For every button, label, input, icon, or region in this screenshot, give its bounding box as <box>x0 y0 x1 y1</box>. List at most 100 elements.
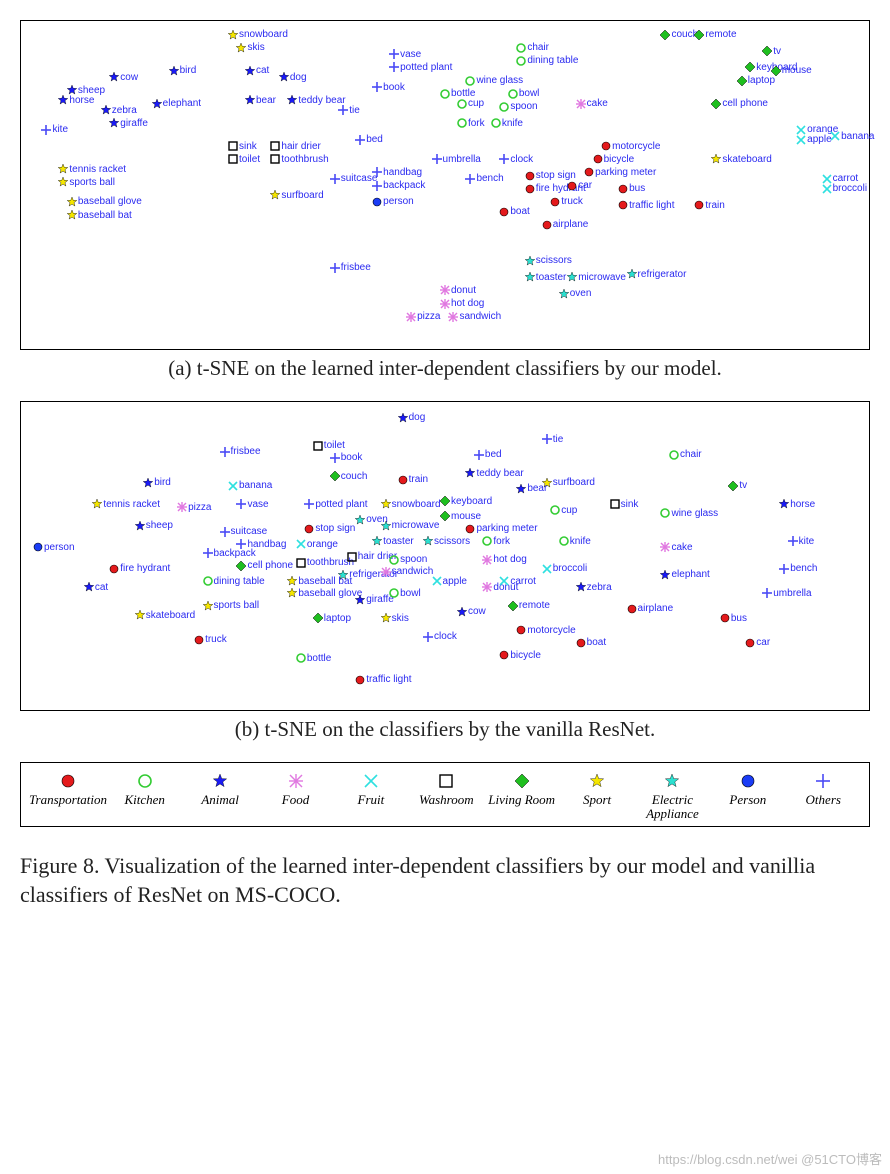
scatter-point: person <box>33 542 75 553</box>
scatter-point: sports ball <box>203 600 260 611</box>
scatter-point: skateboard <box>711 154 771 165</box>
livingroom-marker-icon <box>728 481 738 491</box>
livingroom-marker-icon <box>440 511 450 521</box>
animal-marker-icon <box>135 521 145 531</box>
sport-marker-icon <box>711 154 721 164</box>
scatter-point: vase <box>236 499 268 510</box>
point-label: horse <box>790 499 815 510</box>
transportation-marker-icon <box>109 564 119 574</box>
scatter-point: broccoli <box>822 183 867 194</box>
others-marker-icon <box>389 62 399 72</box>
animal-marker-icon <box>245 66 255 76</box>
scatter-point: sandwich <box>448 311 501 322</box>
fruit-marker-icon <box>228 481 238 491</box>
point-label: baseball glove <box>298 588 362 599</box>
scatter-point: surfboard <box>270 190 323 201</box>
kitchen-marker-icon <box>389 555 399 565</box>
point-label: bear <box>256 95 276 106</box>
scatter-point: mouse <box>771 65 812 76</box>
tsne-panel-a: snowboardskis vase potted plantchairdini… <box>20 20 870 350</box>
kitchen-marker-icon <box>457 118 467 128</box>
scatter-point: banana <box>228 480 272 491</box>
food-marker-icon <box>440 299 450 309</box>
point-label: laptop <box>748 75 775 86</box>
point-label: hair drier <box>281 141 320 152</box>
scatter-point: umbrella <box>762 588 811 599</box>
point-label: snowboard <box>392 499 441 510</box>
point-label: cow <box>468 606 486 617</box>
scatter-point: bear <box>516 483 547 494</box>
point-label: truck <box>561 196 583 207</box>
point-label: dining table <box>527 55 578 66</box>
scatter-point: bus <box>720 613 747 624</box>
scatter-point: suitcase <box>330 173 378 184</box>
food-marker-icon <box>482 582 492 592</box>
kitchen-marker-icon <box>457 99 467 109</box>
legend-label: Person <box>729 793 766 807</box>
others-marker-icon <box>304 499 314 509</box>
subcaption-b: (b) t-SNE on the classifiers by the vani… <box>20 717 870 742</box>
others-marker-icon <box>355 135 365 145</box>
others-marker-icon <box>220 447 230 457</box>
transportation-marker-icon <box>593 154 603 164</box>
point-label: sports ball <box>69 177 115 188</box>
point-label: cell phone <box>722 98 768 109</box>
scatter-point: train <box>694 200 724 211</box>
point-label: bed <box>366 134 383 145</box>
point-label: airplane <box>638 603 674 614</box>
legend-item-washroom: Washroom <box>409 773 484 807</box>
scatter-point: spoon <box>389 554 427 565</box>
washroom-marker-icon <box>313 441 323 451</box>
animal-marker-icon <box>779 499 789 509</box>
others-marker-icon <box>499 154 509 164</box>
point-label: spoon <box>400 554 427 565</box>
scatter-point: kite <box>788 536 815 547</box>
sport-marker-icon <box>287 576 297 586</box>
point-label: snowboard <box>239 29 288 40</box>
scatter-point: sandwich <box>381 566 434 577</box>
others-marker-icon <box>372 181 382 191</box>
scatter-point: backpack <box>372 180 425 191</box>
point-label: wine glass <box>671 508 718 519</box>
scatter-point: car <box>745 637 770 648</box>
scatter-point: chair <box>669 449 702 460</box>
point-label: pizza <box>188 502 211 513</box>
scatter-point: pizza <box>177 502 211 513</box>
animal-marker-icon <box>576 582 586 592</box>
point-label: dining table <box>214 576 265 587</box>
point-label: remote <box>519 600 550 611</box>
others-marker-icon <box>330 174 340 184</box>
sport-marker-icon <box>135 610 145 620</box>
scatter-point: toothbrush <box>270 154 328 165</box>
person-marker-icon <box>741 773 755 789</box>
transportation-marker-icon <box>542 220 552 230</box>
kitchen-marker-icon <box>559 536 569 546</box>
scatter-point: horse <box>779 499 815 510</box>
point-label: cup <box>561 505 577 516</box>
washroom-marker-icon <box>270 154 280 164</box>
point-label: car <box>756 637 770 648</box>
legend-label: Living Room <box>488 793 555 807</box>
scatter-point: knife <box>491 118 523 129</box>
scatter-point: frisbee <box>330 262 371 273</box>
scatter-point: snowboard <box>228 29 288 40</box>
point-label: handbag <box>383 167 422 178</box>
point-label: bench <box>790 563 817 574</box>
transportation-marker-icon <box>627 604 637 614</box>
livingroom-marker-icon <box>694 30 704 40</box>
transportation-marker-icon <box>618 200 628 210</box>
scatter-point: parking meter <box>584 167 656 178</box>
appliance-marker-icon <box>665 773 679 789</box>
scatter-point: cow <box>457 606 486 617</box>
point-label: clock <box>434 631 457 642</box>
point-label: cake <box>587 98 608 109</box>
point-label: keyboard <box>451 496 492 507</box>
point-label: chair <box>680 449 702 460</box>
legend-label: Washroom <box>419 793 474 807</box>
washroom-marker-icon <box>347 552 357 562</box>
sport-marker-icon <box>58 177 68 187</box>
fruit-marker-icon <box>830 131 840 141</box>
fruit-marker-icon <box>364 773 378 789</box>
scatter-point: giraffe <box>109 118 148 129</box>
point-label: skateboard <box>146 610 195 621</box>
